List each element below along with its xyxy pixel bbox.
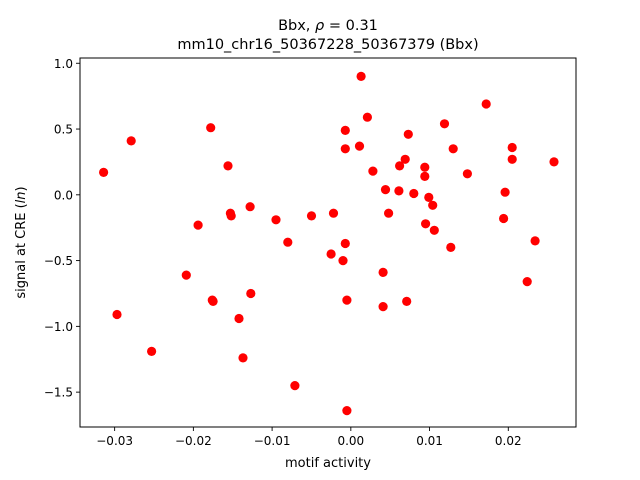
- chart-title-line1: Bbx, ρ = 0.31: [278, 18, 378, 34]
- x-tick-label: 0.00: [337, 434, 364, 448]
- scatter-point: [340, 238, 350, 249]
- scatter-point: [223, 161, 233, 171]
- scatter-point: [420, 162, 430, 172]
- scatter-point: [356, 71, 366, 81]
- scatter-point: [362, 112, 372, 122]
- x-tick-label: 0.01: [416, 434, 443, 448]
- y-tick-label: 1.0: [54, 57, 73, 71]
- scatter-point: [208, 296, 218, 306]
- scatter-point: [378, 302, 388, 312]
- scatter-point: [283, 237, 293, 247]
- x-tick-label: −0.01: [254, 434, 291, 448]
- scatter-point: [338, 256, 348, 266]
- scatter-point: [424, 192, 434, 202]
- scatter-point: [181, 270, 191, 280]
- scatter-point: [402, 296, 412, 306]
- scatter-point: [206, 123, 216, 133]
- scatter-point: [226, 211, 236, 221]
- scatter-point: [112, 309, 122, 320]
- x-tick-label: 0.02: [495, 434, 522, 448]
- scatter-point: [342, 406, 352, 416]
- y-axis-label-suffix: ): [14, 186, 29, 191]
- scatter-point: [238, 353, 248, 363]
- y-axis-label-prefix: signal at CRE (: [14, 203, 29, 298]
- y-tick-label: −1.5: [44, 386, 73, 400]
- scatter-point: [499, 213, 509, 224]
- y-axis-label: signal at CRE (ln): [14, 186, 29, 298]
- scatter-point: [354, 141, 365, 151]
- scatter-point: [245, 202, 255, 212]
- scatter-point: [126, 136, 136, 146]
- scatter-point: [306, 211, 317, 221]
- scatter-point: [446, 242, 456, 252]
- scatter-point: [234, 313, 244, 324]
- x-axis: −0.03 −0.02 −0.01 0.00 0.01 0.02: [96, 427, 522, 448]
- x-tick-label: −0.02: [175, 434, 212, 448]
- scatter-point: [395, 161, 405, 171]
- y-tick-label: 0.0: [54, 188, 73, 202]
- plot-area-frame: [79, 57, 577, 428]
- scatter-point: [193, 220, 203, 230]
- scatter-point: [99, 167, 109, 177]
- scatter-point: [409, 188, 419, 199]
- scatter-point: [522, 277, 532, 287]
- y-tick-label: −1.0: [44, 320, 73, 334]
- scatter-point: [290, 381, 300, 391]
- scatter-point: [420, 171, 430, 181]
- scatter-point: [549, 157, 559, 167]
- x-axis-label: motif activity: [285, 456, 371, 471]
- scatter-point: [403, 129, 413, 139]
- scatter-point: [462, 169, 472, 179]
- scatter-point: [378, 267, 388, 277]
- scatter-point: [507, 142, 517, 153]
- scatter-point: [340, 144, 350, 154]
- scatter-point: [246, 288, 256, 299]
- scatter-point: [481, 99, 491, 109]
- scatter-point: [326, 249, 336, 259]
- scatter-point: [368, 166, 378, 176]
- chart-title-line2: mm10_chr16_50367228_50367379 (Bbx): [177, 37, 478, 53]
- scatter-point: [384, 208, 394, 218]
- scatter-point: [340, 125, 350, 135]
- y-axis-label-unit: ln: [14, 191, 29, 203]
- scatter-point: [342, 295, 352, 305]
- y-axis: −1.5 −1.0 −0.5 0.0 0.5 1.0: [44, 57, 80, 400]
- scatter-point: [429, 225, 439, 235]
- scatter-point: [439, 119, 450, 129]
- scatter-point: [147, 346, 157, 356]
- scatter-point: [530, 236, 540, 246]
- scatter-point: [380, 185, 391, 195]
- scatter-point: [421, 219, 431, 229]
- scatter-point: [271, 215, 281, 225]
- scatter-point: [507, 154, 517, 164]
- x-tick-label: −0.03: [96, 434, 133, 448]
- scatter-point: [394, 186, 404, 196]
- scatter-point: [448, 144, 458, 154]
- data-points: [99, 71, 559, 416]
- scatter-point: [328, 208, 339, 218]
- scatter-point: [400, 154, 410, 164]
- scatter-point: [428, 200, 438, 210]
- y-tick-label: −0.5: [44, 254, 73, 268]
- scatter-point: [500, 187, 510, 197]
- y-tick-label: 0.5: [54, 123, 73, 137]
